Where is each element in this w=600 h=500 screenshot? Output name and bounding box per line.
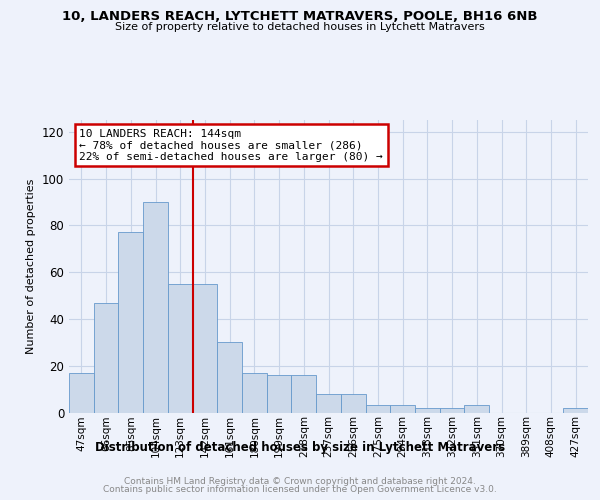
Bar	[118, 232, 143, 412]
Bar	[464, 406, 489, 412]
Text: Distribution of detached houses by size in Lytchett Matravers: Distribution of detached houses by size …	[95, 441, 505, 454]
Text: Contains HM Land Registry data © Crown copyright and database right 2024.: Contains HM Land Registry data © Crown c…	[124, 476, 476, 486]
Text: 10, LANDERS REACH, LYTCHETT MATRAVERS, POOLE, BH16 6NB: 10, LANDERS REACH, LYTCHETT MATRAVERS, P…	[62, 10, 538, 23]
Bar	[193, 284, 217, 412]
Text: 10 LANDERS REACH: 144sqm
← 78% of detached houses are smaller (286)
22% of semi-: 10 LANDERS REACH: 144sqm ← 78% of detach…	[79, 129, 383, 162]
Bar	[69, 372, 94, 412]
Bar	[440, 408, 464, 412]
Text: Size of property relative to detached houses in Lytchett Matravers: Size of property relative to detached ho…	[115, 22, 485, 32]
Bar	[217, 342, 242, 412]
Y-axis label: Number of detached properties: Number of detached properties	[26, 178, 36, 354]
Bar	[143, 202, 168, 412]
Bar	[365, 406, 390, 412]
Bar	[242, 372, 267, 412]
Bar	[390, 406, 415, 412]
Bar	[292, 375, 316, 412]
Bar	[168, 284, 193, 412]
Bar	[415, 408, 440, 412]
Text: Contains public sector information licensed under the Open Government Licence v3: Contains public sector information licen…	[103, 486, 497, 494]
Bar	[341, 394, 365, 412]
Bar	[94, 302, 118, 412]
Bar	[267, 375, 292, 412]
Bar	[563, 408, 588, 412]
Bar	[316, 394, 341, 412]
